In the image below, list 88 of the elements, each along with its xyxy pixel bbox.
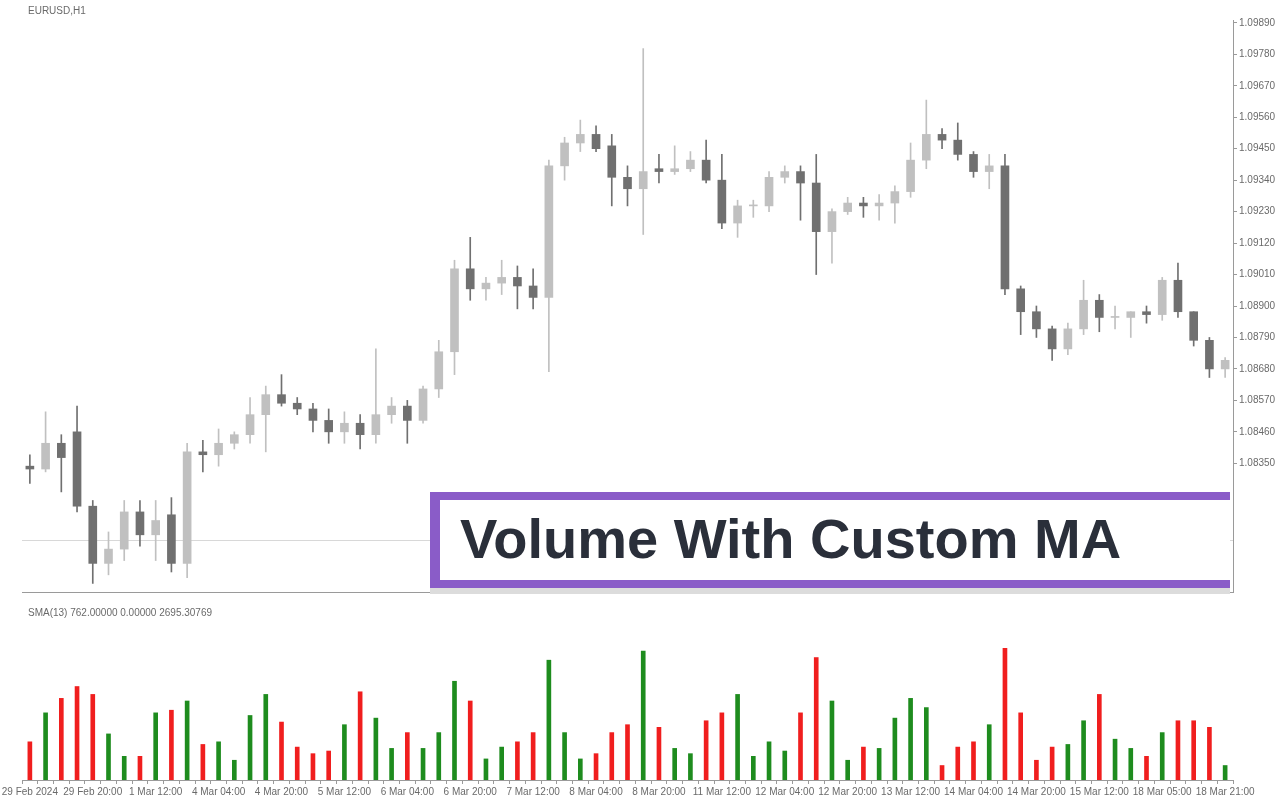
bar — [404, 732, 410, 780]
bar — [625, 724, 630, 780]
bar — [90, 694, 96, 780]
bar — [58, 698, 64, 780]
bar — [342, 724, 347, 780]
bar — [813, 657, 819, 780]
bar — [861, 746, 866, 780]
x-tick-label: 4 Mar 04:00 — [191, 785, 246, 797]
text: Volume With Custom MA — [460, 506, 1122, 572]
x-tick-label: 8 Mar 20:00 — [632, 785, 687, 797]
bar — [121, 755, 127, 780]
bar — [263, 694, 269, 780]
bar — [1018, 712, 1024, 780]
bar — [1081, 720, 1086, 780]
bar — [640, 650, 646, 780]
x-tick-label: 12 Mar 20:00 — [818, 785, 878, 797]
bar — [609, 732, 615, 780]
y-tick-label: 1.08790 — [1239, 331, 1276, 343]
x-tick-label: 4 Mar 20:00 — [254, 785, 309, 797]
x-tick-label: 13 Mar 12:00 — [881, 785, 941, 797]
bar — [986, 724, 992, 780]
y-tick-label: 1.09340 — [1239, 173, 1276, 185]
y-tick-label: 1.09890 — [1239, 16, 1276, 28]
y-tick-label: 1.08680 — [1239, 362, 1276, 374]
y-tick-label: 1.09560 — [1239, 110, 1276, 122]
bar — [43, 712, 48, 780]
x-tick-label: 11 Mar 12:00 — [692, 785, 752, 797]
x-tick-label: 14 Mar 20:00 — [1006, 785, 1067, 797]
bar — [1034, 759, 1039, 780]
bar — [169, 709, 174, 780]
bar — [908, 698, 913, 780]
bar — [452, 680, 457, 780]
x-tick-label: 12 Mar 04:00 — [755, 785, 815, 797]
bar — [1191, 720, 1197, 780]
x-tick-label: 18 Mar 05:00 — [1132, 785, 1193, 797]
y-tick-label: 1.08570 — [1239, 394, 1276, 406]
y-tick-label: 1.09120 — [1239, 236, 1276, 248]
bar — [326, 750, 332, 780]
x-tick-label: 29 Feb 2024 — [1, 785, 59, 797]
y-tick-label: 1.09010 — [1239, 268, 1276, 280]
bar — [1159, 732, 1165, 780]
bar — [562, 732, 567, 780]
x-tick-label: 14 Mar 04:00 — [944, 785, 1004, 797]
y-tick-label: 1.09450 — [1239, 142, 1276, 154]
x-tick-label: 18 Mar 21:00 — [1195, 785, 1256, 797]
chart-subtitle: EURUSD,H1 — [28, 4, 87, 16]
bar — [845, 759, 851, 780]
x-tick-label: 6 Mar 04:00 — [380, 785, 435, 797]
y-tick-label: 1.08460 — [1239, 425, 1276, 437]
bar — [1128, 748, 1134, 780]
x-tick-label: 29 Feb 20:00 — [63, 785, 123, 797]
bar — [577, 758, 583, 780]
text: SMA(13) 762.00000 0.00000 2695.30769 — [28, 606, 213, 618]
bar — [735, 694, 740, 780]
bar — [499, 746, 505, 780]
bar — [782, 750, 788, 780]
bar — [1144, 755, 1149, 780]
bar — [971, 741, 976, 780]
x-tick-label: 6 Mar 20:00 — [443, 785, 498, 797]
x-tick-label: 7 Mar 12:00 — [506, 785, 561, 797]
y-tick-label: 1.08900 — [1239, 299, 1276, 311]
x-tick-label: 8 Mar 04:00 — [569, 785, 624, 797]
bar — [467, 700, 473, 780]
candlestick — [670, 145, 680, 175]
bar — [279, 721, 284, 780]
y-tick-label: 1.09230 — [1239, 205, 1276, 217]
bar — [106, 733, 111, 780]
bar — [688, 753, 693, 780]
bar — [515, 741, 520, 780]
bar — [1207, 727, 1212, 780]
bar — [231, 759, 237, 780]
bar — [955, 746, 961, 780]
bar — [436, 732, 442, 780]
x-tick-label: 15 Mar 12:00 — [1069, 785, 1130, 797]
bar — [153, 712, 159, 780]
bar — [672, 748, 678, 780]
y-tick-label: 1.08350 — [1239, 457, 1276, 469]
bar — [798, 712, 803, 780]
y-tick-label: 1.09670 — [1239, 79, 1276, 91]
bar — [750, 755, 756, 780]
bar — [1096, 694, 1102, 780]
y-tick-label: 1.09780 — [1239, 48, 1276, 60]
bar — [923, 707, 929, 780]
bar — [389, 748, 394, 780]
x-tick-label: 5 Mar 12:00 — [317, 785, 372, 797]
bar — [294, 746, 300, 780]
bar — [216, 741, 221, 780]
x-tick-label: 1 Mar 12:00 — [128, 785, 183, 797]
